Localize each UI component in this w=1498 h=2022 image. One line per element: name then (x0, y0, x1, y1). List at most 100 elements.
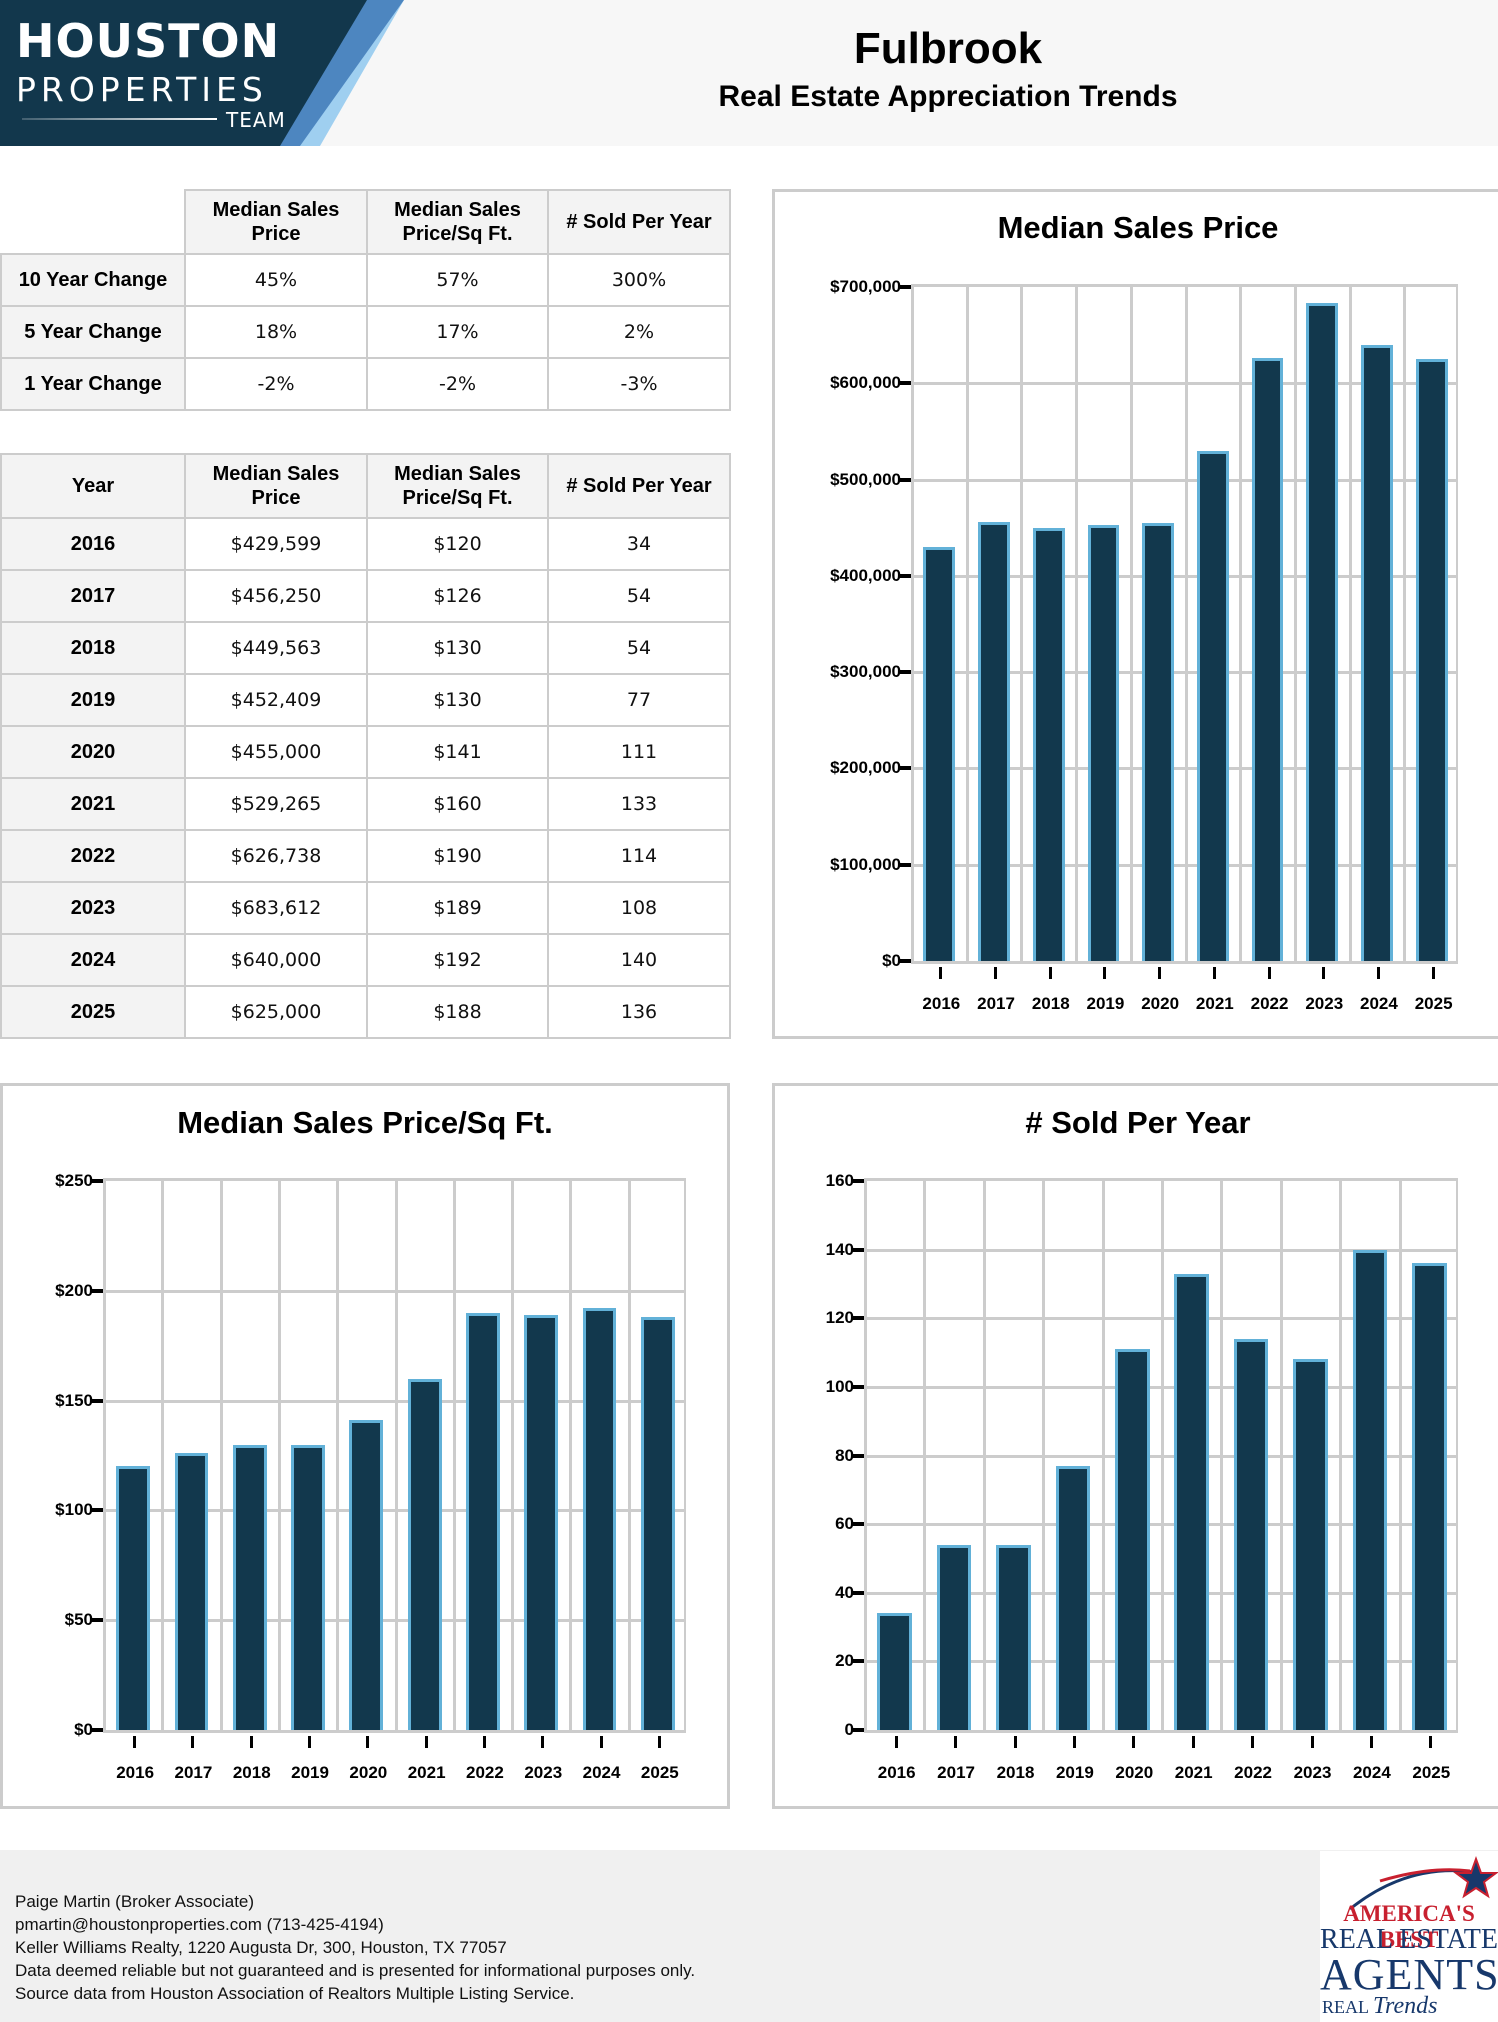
price-cell: $449,563 (184, 621, 368, 675)
x-axis-label: 2024 (582, 1763, 621, 1782)
y-axis-label: $600,000 (830, 373, 901, 393)
x-axis-tick (541, 1736, 545, 1748)
price-cell: $626,738 (184, 829, 368, 883)
bar-2024 (582, 1308, 617, 1730)
y-axis-tick (899, 670, 911, 675)
sold-cell: 54 (547, 621, 731, 675)
y-axis-label: $100,000 (830, 854, 901, 874)
y-axis-tick (91, 1398, 103, 1403)
y-axis-tick (899, 573, 911, 578)
disclaimer: Data deemed reliable but not guaranteed … (15, 1961, 696, 1980)
chart-title: Median Sales Price/Sq Ft. (177, 1105, 553, 1140)
x-axis-tick (1048, 967, 1052, 979)
x-axis-tick (894, 1736, 898, 1748)
x-axis-tick (308, 1736, 312, 1748)
year-cell: 2018 (0, 621, 186, 675)
bar-2025 (1415, 359, 1448, 961)
sold-cell: 136 (547, 985, 731, 1039)
x-axis-tick (1132, 1736, 1136, 1748)
page-header: HOUSTON PROPERTIES TEAM Fulbrook Real Es… (0, 0, 1498, 146)
vertical-gridline (394, 1181, 398, 1730)
data-source: Source data from Houston Association of … (15, 1984, 575, 2003)
bar-2016 (877, 1613, 912, 1730)
y-axis-tick (899, 381, 911, 386)
y-axis-label: $400,000 (830, 565, 901, 585)
column-header: # Sold Per Year (547, 453, 731, 519)
sold-cell: 133 (547, 777, 731, 831)
real-trends-real: REAL (1322, 1997, 1369, 2017)
y-axis-tick (852, 1522, 864, 1527)
price-change-cell: 45% (184, 253, 368, 307)
x-axis-label: 2024 (1360, 994, 1398, 1013)
y-axis-label: $50 (64, 1610, 93, 1630)
table-row: 2023 $683,612 $189 108 (0, 881, 731, 935)
y-axis-tick (852, 1590, 864, 1595)
bar-2024 (1352, 1249, 1388, 1730)
x-axis-tick (191, 1736, 195, 1748)
ppsf-change-cell: 57% (366, 253, 549, 307)
sold-change-cell: -3% (547, 357, 731, 411)
sold-cell: 108 (547, 881, 731, 935)
vertical-gridline (1239, 287, 1243, 961)
year-cell: 2025 (0, 985, 186, 1039)
price-cell: $640,000 (184, 933, 368, 987)
x-axis-label: 2025 (1412, 1763, 1451, 1782)
y-axis-label: 160 (825, 1171, 854, 1190)
y-axis-tick (899, 477, 911, 482)
vertical-gridline (1220, 1181, 1224, 1730)
plot-area (103, 1178, 686, 1733)
award-line-3: AGENTS (1320, 1950, 1498, 1999)
column-header: # Sold Per Year (547, 189, 731, 255)
table-header-row: Median Sales Price Median Sales Price/Sq… (0, 189, 731, 255)
y-axis-tick (852, 1316, 864, 1321)
x-axis-tick (1212, 967, 1216, 979)
x-axis-label: 2018 (1031, 994, 1070, 1013)
bar-2018 (232, 1444, 267, 1730)
ppsf-cell: $192 (366, 933, 549, 987)
y-axis-label: 40 (835, 1582, 854, 1602)
y-axis-tick (91, 1508, 103, 1513)
sold-per-year-chart: # Sold Per Year 0 20 40 60 80 100 120 140 160 201… (772, 1083, 1498, 1809)
x-axis-tick (1158, 967, 1162, 979)
x-axis-label: 2016 (922, 994, 961, 1013)
year-cell: 2024 (0, 933, 186, 987)
agent-name: Paige Martin (Broker Associate) (15, 1892, 255, 1911)
bar-2020 (1115, 1349, 1150, 1730)
award-line-1: AMERICA'S BEST (1343, 1901, 1475, 1952)
x-axis-label: 2019 (1055, 1763, 1094, 1782)
vertical-gridline (1398, 1181, 1402, 1730)
sold-cell: 77 (547, 673, 731, 727)
vertical-gridline (1042, 1181, 1046, 1730)
bar-2024 (1361, 344, 1393, 961)
price-cell: $529,265 (184, 777, 368, 831)
real-trends-trends: Trends (1373, 1993, 1438, 2019)
vertical-gridline (1279, 1181, 1283, 1730)
bar-2025 (640, 1317, 675, 1730)
price-cell: $455,000 (184, 725, 368, 779)
houston-properties-logo: HOUSTON PROPERTIES TEAM (0, 0, 410, 146)
x-axis-tick (1013, 1736, 1017, 1748)
table-row: 2017 $456,250 $126 54 (0, 569, 731, 623)
bar-2023 (1306, 302, 1339, 961)
vertical-gridline (1101, 1181, 1105, 1730)
x-axis-label: 2023 (1305, 994, 1344, 1013)
sold-change-cell: 300% (547, 253, 731, 307)
y-axis-label: $150 (55, 1390, 93, 1410)
y-axis-label: $0 (74, 1720, 93, 1739)
y-axis-label: 100 (825, 1376, 854, 1396)
y-axis-tick (91, 1728, 103, 1732)
x-axis-label: 2017 (174, 1763, 213, 1782)
table-header-row: Year Median Sales Price Median Sales Pri… (0, 453, 731, 519)
y-axis-tick (852, 1384, 864, 1389)
table-row: 2016 $429,599 $120 34 (0, 517, 731, 571)
price-cell: $452,409 (184, 673, 368, 727)
ppsf-cell: $190 (366, 829, 549, 883)
y-axis-label: 80 (835, 1445, 854, 1465)
table-row: 2018 $449,563 $130 54 (0, 621, 731, 675)
vertical-gridline (1129, 287, 1133, 961)
ppsf-cell: $160 (366, 777, 549, 831)
y-axis-tick (852, 1728, 864, 1732)
ppsf-cell: $189 (366, 881, 549, 935)
x-axis-tick (1431, 967, 1435, 979)
x-axis-label: 2021 (1174, 1763, 1213, 1782)
